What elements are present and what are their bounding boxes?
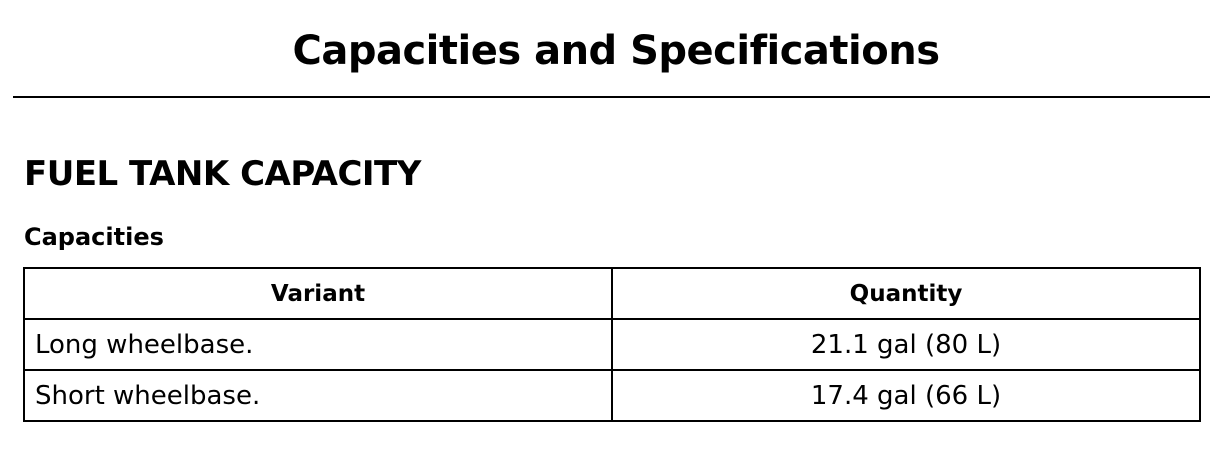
table-cell: 21.1 gal (80 L): [611, 318, 1201, 371]
table-cell: Short wheelbase.: [23, 369, 613, 422]
page-title: Capacities and Specifications: [292, 28, 940, 74]
column-header: Variant: [23, 267, 613, 320]
table-row: Short wheelbase. 17.4 gal (66 L): [23, 369, 1201, 422]
table-title: Capacities: [24, 223, 164, 251]
table-cell: Long wheelbase.: [23, 318, 613, 371]
divider: [13, 96, 1210, 98]
table-cell: 17.4 gal (66 L): [611, 369, 1201, 422]
table-row: Long wheelbase. 21.1 gal (80 L): [23, 318, 1201, 371]
capacities-table: Variant Quantity Long wheelbase. 21.1 gal …: [23, 267, 1201, 422]
column-header: Quantity: [611, 267, 1201, 320]
header-row: Variant Quantity: [23, 267, 1201, 320]
section-title: FUEL TANK CAPACITY: [24, 154, 421, 194]
